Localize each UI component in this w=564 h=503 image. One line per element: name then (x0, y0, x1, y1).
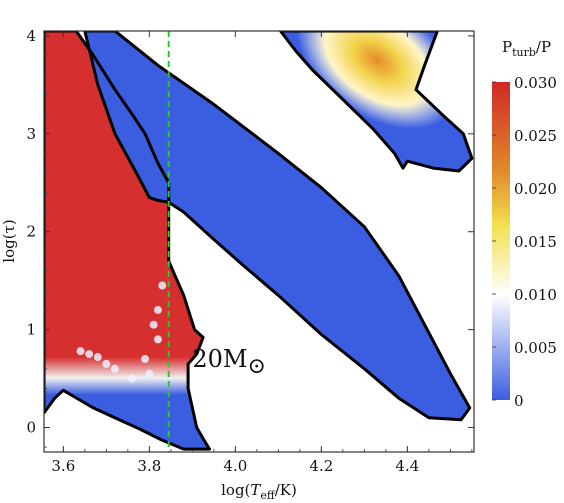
colorbar-tick-label: 0.020 (514, 180, 557, 198)
colorbar-tick-label: 0.005 (514, 339, 557, 357)
y-tick-label: 2 (26, 223, 36, 241)
outline-middle-diagonal-band (83, 31, 472, 422)
x-tick-label: 4.4 (395, 457, 419, 475)
outline-lower-left-band (44, 31, 211, 451)
sun-symbol: ⊙ (247, 354, 265, 379)
colorbar-title: Pturb/P (502, 38, 551, 59)
y-tick-label: 1 (26, 321, 36, 339)
svg-text:20M⊙: 20M⊙ (192, 345, 266, 379)
speckle (145, 369, 154, 378)
colorbar: 0.030 0.025 0.020 0.015 0.010 0.005 0 Pturb/P (492, 38, 557, 410)
x-tick-label: 4.0 (223, 457, 247, 475)
speckle (141, 354, 150, 363)
speckle (153, 306, 162, 315)
x-tick-label: 3.6 (51, 457, 75, 475)
colorbar-tick-label: 0.010 (514, 286, 557, 304)
speckle (158, 281, 167, 290)
colorbar-tick-label: 0.030 (514, 74, 557, 92)
y-tick-label: 0 (26, 419, 36, 437)
speckle (128, 374, 137, 383)
y-axis-label: log(τ) (0, 219, 18, 262)
speckle (85, 350, 94, 359)
y-tick-label: 3 (26, 125, 36, 143)
colorbar-bar (492, 82, 510, 400)
plot-area (44, 31, 474, 452)
colorbar-tick-label: 0.015 (514, 233, 557, 251)
x-axis-label: log(Teff/K) (221, 481, 297, 502)
colorbar-tick-label: 0 (514, 392, 524, 410)
speckle (149, 320, 158, 329)
speckle (102, 359, 111, 368)
colorbar-tick-label: 0.025 (514, 127, 557, 145)
speckle (76, 347, 85, 356)
y-tick-label: 4 (26, 27, 36, 45)
mass-annotation: 20M⊙ (192, 345, 266, 379)
axis-ticks: 3.6 3.8 4.0 4.2 4.4 0 1 2 3 4 (26, 27, 474, 475)
x-tick-label: 3.8 (137, 457, 161, 475)
left-region-speckles (76, 281, 167, 383)
plot-frame (43, 30, 475, 453)
colorbar-ticks: 0.030 0.025 0.020 0.015 0.010 0.005 0 (492, 74, 557, 410)
speckle (110, 364, 119, 373)
speckle (153, 335, 162, 344)
outline-upper-right-band (279, 31, 474, 173)
region-middle-diagonal-band (84, 31, 470, 420)
mass-annotation-label: 20M (192, 345, 247, 373)
speckle (93, 353, 102, 362)
x-tick-label: 4.2 (309, 457, 333, 475)
